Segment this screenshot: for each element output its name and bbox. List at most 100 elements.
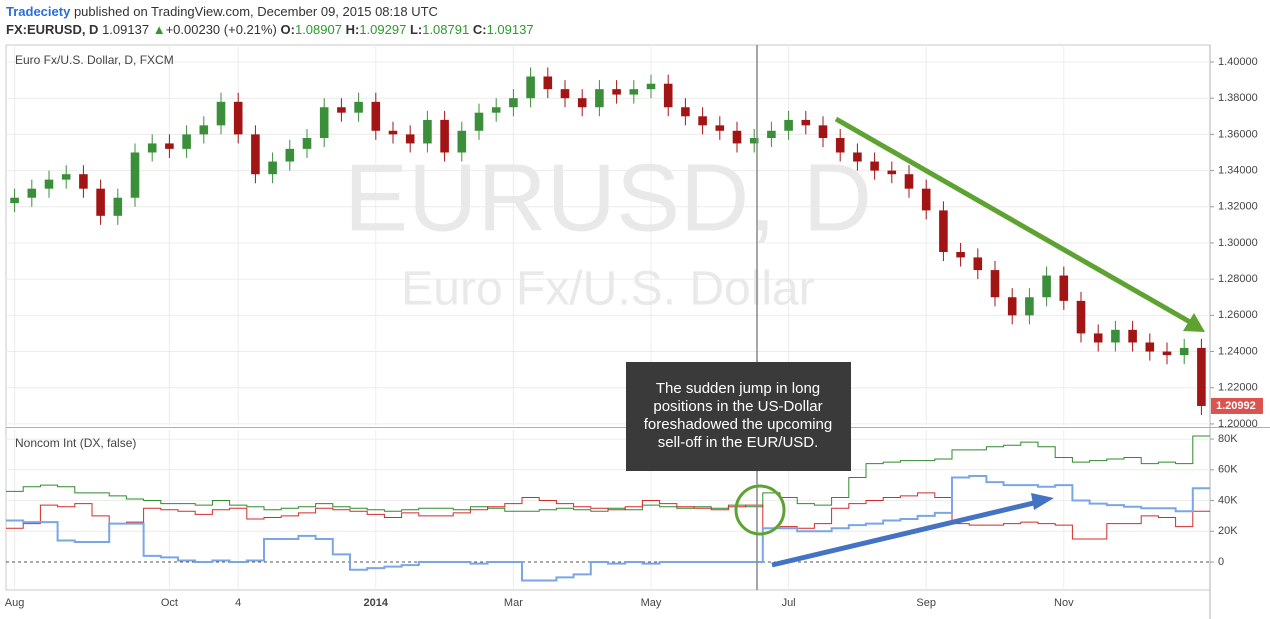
candle-body (491, 107, 501, 113)
candle-body (577, 98, 587, 108)
candle-body (1179, 347, 1189, 356)
candle-body (767, 130, 776, 139)
y-tick-label: 1.38000 (1218, 92, 1258, 104)
candle-body (113, 197, 123, 216)
candle-body (1042, 275, 1051, 298)
candle-body (440, 119, 449, 153)
c-value: 1.09137 (486, 22, 534, 37)
candle-body (887, 170, 897, 175)
candle-body (853, 152, 862, 162)
candle-body (1145, 342, 1155, 352)
o-value: 1.08907 (294, 22, 342, 37)
candle-body (182, 134, 191, 149)
candle-body (715, 125, 725, 131)
candle-body (285, 148, 295, 162)
candle-body (1197, 347, 1206, 406)
candle-body (199, 125, 209, 135)
x-tick-label: Jul (782, 597, 796, 609)
published: published on TradingView.com, December 0… (73, 4, 438, 19)
candle-body (835, 138, 845, 153)
y-tick-label: 1.32000 (1218, 201, 1258, 213)
trend-arrow-up (771, 499, 1039, 568)
annotation-line: The sudden jump in long (656, 380, 820, 397)
candle-body (612, 89, 621, 95)
last-price-badge (1211, 397, 1263, 414)
candle-body (165, 143, 174, 149)
y-tick-label: 60K (1218, 464, 1238, 476)
candle-body (251, 134, 260, 175)
candle-body (646, 83, 656, 90)
candle-body (801, 119, 811, 126)
candle-body (79, 174, 88, 189)
pane-title: Euro Fx/U.S. Dollar, D, FXCM (15, 53, 174, 67)
price: 1.09137 (102, 22, 150, 37)
y-tick-label: 1.22000 (1218, 382, 1258, 394)
y-tick-label: 20K (1218, 525, 1238, 537)
candle-body (388, 130, 398, 135)
candle-body (749, 138, 759, 144)
candle-body (268, 161, 277, 175)
y-tick-label: 1.34000 (1218, 164, 1258, 176)
quote-line: FX:EURUSD, D 1.09137 ▲+0.00230 (+0.21%) … (6, 21, 534, 39)
y-tick-label: 1.24000 (1218, 345, 1258, 357)
x-tick-label: Oct (161, 597, 178, 609)
candle-body (904, 174, 914, 189)
candle-body (526, 76, 535, 99)
candle-body (216, 101, 226, 126)
candle-body (956, 252, 965, 258)
candle-body (1162, 351, 1172, 356)
watermark: EURUSD, D (344, 144, 872, 251)
candle-body (371, 101, 381, 131)
candle-body (543, 76, 553, 90)
h-label: H: (345, 22, 360, 37)
candle-body (405, 134, 415, 144)
x-tick-label: Mar (504, 597, 523, 609)
l-label: L: (409, 22, 423, 37)
annotation-line: sell-off in the EUR/USD. (658, 434, 819, 451)
h-value: 1.09297 (359, 22, 407, 37)
arrow: ▲ (152, 22, 166, 37)
trend-arrow-up-head (1031, 493, 1054, 510)
y-tick-label: 1.36000 (1218, 128, 1258, 140)
y-tick-label: 1.26000 (1218, 309, 1258, 321)
author[interactable]: Tradeciety (6, 4, 71, 19)
candle-body (44, 179, 54, 189)
change: +0.00230 (+0.21%) (165, 22, 277, 37)
l-value: 1.08791 (422, 22, 470, 37)
trend-arrow-down (834, 116, 1192, 325)
symbol: FX:EURUSD, D (6, 22, 99, 37)
candle-body (595, 89, 604, 108)
candle-body (354, 101, 363, 113)
candle-body (96, 188, 105, 216)
candle-body (818, 125, 828, 139)
x-tick-label: Aug (5, 597, 25, 609)
x-tick-label: May (641, 597, 662, 609)
candle-body (1111, 329, 1120, 343)
candle-body (27, 188, 37, 198)
candle-body (560, 89, 570, 99)
candle-body (302, 138, 312, 149)
candle-body (990, 270, 1000, 298)
candle-body (732, 130, 742, 144)
series-line (6, 435, 1210, 512)
y-tick-label: 1.30000 (1218, 237, 1258, 249)
plot-layer: Aug Oct 4 2014 Mar May Jul Sep Nov 1.20000 1.22000… (5, 45, 1263, 609)
x-tick-label: 2014 (364, 597, 389, 609)
series-line (6, 492, 1210, 540)
annotation-line: positions in the US-Dollar (653, 398, 822, 415)
x-tick-label: Sep (916, 597, 936, 609)
candle-body (10, 197, 19, 204)
candle-body (319, 107, 329, 139)
candle-body (698, 116, 707, 126)
candle-body (629, 89, 639, 95)
o-label: O: (280, 22, 295, 37)
candle-body (1059, 275, 1069, 301)
candle-body (939, 210, 948, 253)
candle-body (61, 174, 71, 180)
candle-body (870, 161, 879, 171)
watermark-subtitle: Euro Fx/U.S. Dollar (401, 263, 814, 316)
y-tick-label: 1.40000 (1218, 56, 1258, 68)
